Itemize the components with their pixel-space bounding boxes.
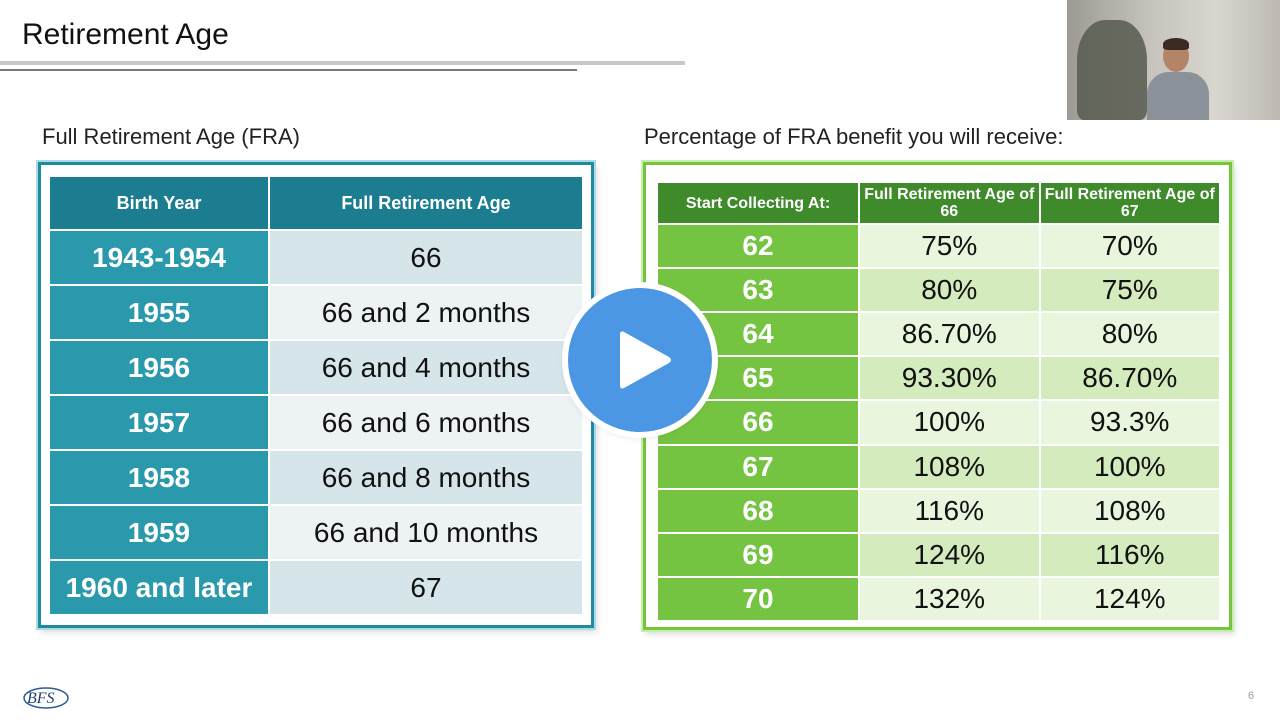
fra-cell: 66 and 8 months <box>270 451 582 504</box>
presenter-webcam <box>1067 0 1280 120</box>
fra67-percent-cell: 70% <box>1040 225 1219 268</box>
fra-cell: 66 and 2 months <box>270 286 582 339</box>
table-row: 65 93.30% 86.70% <box>658 357 1219 400</box>
benefit-table: Start Collecting At: Full Retirement Age… <box>656 181 1221 622</box>
column-header-fra-67: Full Retirement Age of 67 <box>1040 183 1219 223</box>
play-icon <box>620 331 671 389</box>
table-row: 70 132% 124% <box>658 577 1219 620</box>
fra-cell: 66 <box>270 231 582 284</box>
table-row: 1958 66 and 8 months <box>50 451 582 504</box>
table-row: 62 75% 70% <box>658 225 1219 268</box>
column-header-fra-66: Full Retirement Age of 66 <box>860 183 1039 223</box>
table-row: 1955 66 and 2 months <box>50 286 582 339</box>
fra66-percent-cell: 132% <box>860 577 1039 620</box>
table-row: 64 86.70% 80% <box>658 313 1219 356</box>
column-header-full-retirement-age: Full Retirement Age <box>270 177 582 229</box>
table-row: 67 108% 100% <box>658 445 1219 488</box>
fra-cell: 66 and 10 months <box>270 506 582 559</box>
fra-heading: Full Retirement Age (FRA) <box>42 124 300 149</box>
fra67-percent-cell: 116% <box>1040 533 1219 576</box>
fra-cell: 67 <box>270 561 582 614</box>
fra-cell: 66 and 6 months <box>270 396 582 449</box>
table-row: 1943-1954 66 <box>50 231 582 284</box>
benefit-table-frame: Start Collecting At: Full Retirement Age… <box>643 162 1232 630</box>
table-row: 66 100% 93.3% <box>658 401 1219 444</box>
birth-year-cell: 1959 <box>50 506 268 559</box>
fra67-percent-cell: 108% <box>1040 489 1219 532</box>
benefit-heading: Percentage of FRA benefit you will recei… <box>644 124 1064 149</box>
table-row: 1959 66 and 10 months <box>50 506 582 559</box>
column-header-birth-year: Birth Year <box>50 177 268 229</box>
webcam-presenter-body <box>1147 72 1209 120</box>
table-row: 69 124% 116% <box>658 533 1219 576</box>
title-rule-thin <box>0 69 577 71</box>
birth-year-cell: 1957 <box>50 396 268 449</box>
fra67-percent-cell: 124% <box>1040 577 1219 620</box>
fra66-percent-cell: 93.30% <box>860 357 1039 400</box>
fra67-percent-cell: 86.70% <box>1040 357 1219 400</box>
birth-year-cell: 1960 and later <box>50 561 268 614</box>
page-number: 6 <box>1248 690 1255 702</box>
fra66-percent-cell: 75% <box>860 225 1039 268</box>
webcam-presenter-hair <box>1163 38 1189 50</box>
fra66-percent-cell: 108% <box>860 445 1039 488</box>
birth-year-cell: 1955 <box>50 286 268 339</box>
table-row: 1960 and later 67 <box>50 561 582 614</box>
birth-year-cell: 1943-1954 <box>50 231 268 284</box>
birth-year-cell: 1958 <box>50 451 268 504</box>
table-row: 68 116% 108% <box>658 489 1219 532</box>
svg-text:BFS: BFS <box>27 690 55 707</box>
fra66-percent-cell: 80% <box>860 269 1039 312</box>
start-age-cell: 62 <box>658 225 858 268</box>
start-age-cell: 63 <box>658 269 858 312</box>
start-age-cell: 68 <box>658 489 858 532</box>
fra-table-frame: Birth Year Full Retirement Age 1943-1954… <box>38 162 594 628</box>
fra66-percent-cell: 86.70% <box>860 313 1039 356</box>
fra66-percent-cell: 116% <box>860 489 1039 532</box>
start-age-cell: 70 <box>658 577 858 620</box>
column-header-start-collecting: Start Collecting At: <box>658 183 858 223</box>
table-row: 1956 66 and 4 months <box>50 341 582 394</box>
fra67-percent-cell: 75% <box>1040 269 1219 312</box>
fra67-percent-cell: 80% <box>1040 313 1219 356</box>
table-row: 1957 66 and 6 months <box>50 396 582 449</box>
video-play-button[interactable] <box>568 288 712 432</box>
fra67-percent-cell: 93.3% <box>1040 401 1219 444</box>
table-row: 63 80% 75% <box>658 269 1219 312</box>
bfs-logo: BFS <box>22 682 76 712</box>
slide-title: Retirement Age <box>22 18 229 51</box>
fra-table-header: Birth Year Full Retirement Age <box>50 177 582 229</box>
fra-table: Birth Year Full Retirement Age 1943-1954… <box>48 175 584 616</box>
webcam-background-plant <box>1077 20 1147 120</box>
fra66-percent-cell: 124% <box>860 533 1039 576</box>
fra66-percent-cell: 100% <box>860 401 1039 444</box>
fra67-percent-cell: 100% <box>1040 445 1219 488</box>
title-rule-thick <box>0 61 685 65</box>
start-age-cell: 69 <box>658 533 858 576</box>
start-age-cell: 67 <box>658 445 858 488</box>
fra-cell: 66 and 4 months <box>270 341 582 394</box>
birth-year-cell: 1956 <box>50 341 268 394</box>
benefit-table-header: Start Collecting At: Full Retirement Age… <box>658 183 1219 223</box>
